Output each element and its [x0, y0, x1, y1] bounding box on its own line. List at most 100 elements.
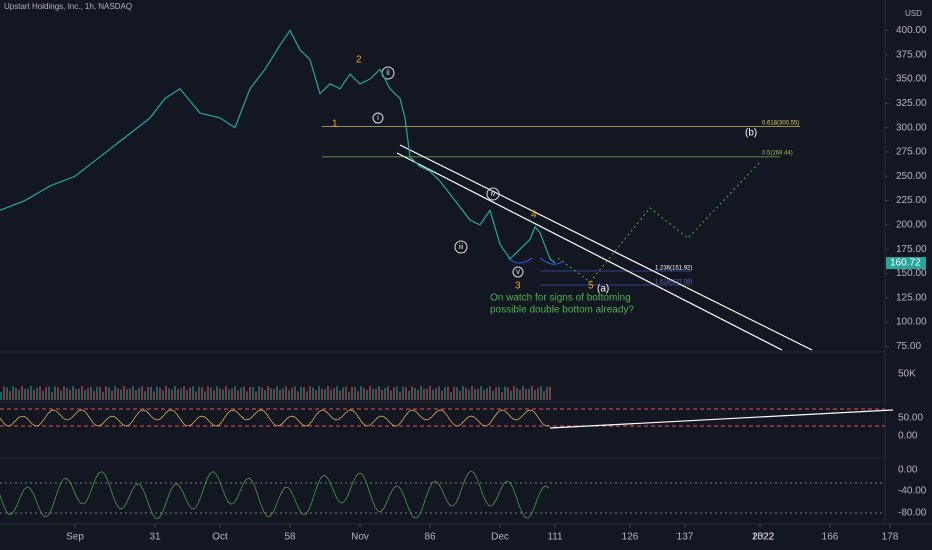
volume-texture: [57, 387, 59, 400]
volume-texture: [321, 388, 323, 400]
volume-texture: [186, 390, 188, 400]
volume-texture: [438, 386, 440, 400]
volume-texture: [0, 392, 2, 400]
volume-texture: [543, 391, 545, 400]
y-tick-label: 150.00: [896, 268, 927, 279]
volume-texture: [69, 389, 71, 400]
volume-texture: [207, 386, 209, 400]
volume-texture: [420, 386, 422, 400]
annotation: 3: [515, 281, 521, 292]
x-tick-label: 2022: [752, 532, 775, 543]
volume-texture: [315, 390, 317, 400]
volume-texture: [198, 386, 200, 400]
volume-texture: [372, 388, 374, 400]
wave-circle: [512, 266, 524, 278]
volume-texture: [237, 390, 239, 400]
volume-texture: [318, 386, 320, 400]
volume-texture: [474, 388, 476, 400]
volume-texture: [273, 389, 275, 400]
volume-texture: [246, 391, 248, 400]
x-tick-label: 178: [882, 532, 899, 543]
volume-texture: [222, 389, 224, 400]
volume-texture: [108, 387, 110, 400]
volume-texture: [408, 391, 410, 400]
volume-texture: [18, 389, 20, 400]
volume-texture: [405, 387, 407, 400]
volume-texture: [210, 387, 212, 400]
y-tick-label: 275.00: [896, 147, 927, 158]
volume-texture: [417, 389, 419, 400]
volume-texture: [468, 389, 470, 400]
volume-texture: [492, 390, 494, 400]
y-tick-label: 375.00: [896, 49, 927, 60]
osc-tick: 50.00: [898, 413, 923, 424]
volume-texture: [381, 389, 383, 400]
volume-texture: [453, 386, 455, 400]
annotation: ii: [386, 68, 390, 77]
volume-texture: [90, 386, 92, 400]
volume-texture: [261, 387, 263, 400]
volume-texture: [432, 389, 434, 400]
volume-texture: [483, 389, 485, 400]
y-tick-label: 75.00: [896, 341, 921, 352]
price-line: [0, 29, 556, 264]
volume-texture: [525, 388, 527, 400]
volume-texture: [192, 386, 194, 400]
osc-tick: -40.00: [898, 486, 927, 497]
wave-circle: [454, 240, 468, 254]
volume-texture: [177, 389, 179, 400]
volume-texture: [339, 390, 341, 400]
volume-texture: [444, 387, 446, 400]
volume-texture: [501, 391, 503, 400]
volume-texture: [60, 390, 62, 400]
annotation: 4: [531, 210, 537, 221]
volume-texture: [471, 386, 473, 400]
volume-texture: [240, 387, 242, 400]
volume-texture: [84, 390, 86, 400]
x-tick-label: 137: [677, 532, 694, 543]
volume-texture: [507, 387, 509, 400]
volume-texture: [168, 388, 170, 400]
volume-texture: [252, 386, 254, 400]
volume-texture: [9, 390, 11, 400]
y-tick-label: 225.00: [896, 195, 927, 206]
annotation: possible double bottom already?: [490, 305, 634, 316]
volume-texture: [120, 389, 122, 400]
annotation: 1: [332, 119, 338, 130]
volume-texture: [480, 386, 482, 400]
volume-texture: [441, 390, 443, 400]
osc-tick: 0.00: [898, 465, 918, 476]
volume-texture: [231, 388, 233, 400]
volume-texture: [105, 386, 107, 400]
volume-texture: [489, 386, 491, 400]
volume-texture: [447, 386, 449, 400]
volume-texture: [150, 386, 152, 400]
annotation: v: [516, 267, 520, 276]
volume-texture: [225, 386, 227, 400]
volume-texture: [276, 386, 278, 400]
volume-texture: [495, 387, 497, 400]
volume-texture: [330, 389, 332, 400]
volume-texture: [396, 386, 398, 400]
y-tick-label: 175.00: [896, 244, 927, 255]
volume-texture: [189, 387, 191, 400]
annotation: 1.236(151.92): [655, 266, 692, 272]
volume-texture: [99, 386, 101, 400]
volume-texture: [300, 386, 302, 400]
volume-texture: [363, 387, 365, 400]
x-tick-label: 111: [547, 532, 563, 543]
volume-label: 50K: [898, 369, 916, 380]
annotation: (a): [597, 284, 609, 295]
volume-texture: [201, 386, 203, 400]
x-tick-label: 166: [822, 532, 839, 543]
volume-texture: [144, 391, 146, 400]
trend-line: [399, 144, 813, 351]
volume-texture: [159, 387, 161, 400]
volume-texture: [156, 386, 158, 400]
volume-texture: [459, 390, 461, 400]
volume-texture: [426, 388, 428, 400]
volume-texture: [42, 390, 44, 400]
volume-texture: [537, 387, 539, 400]
volume-texture: [204, 391, 206, 400]
